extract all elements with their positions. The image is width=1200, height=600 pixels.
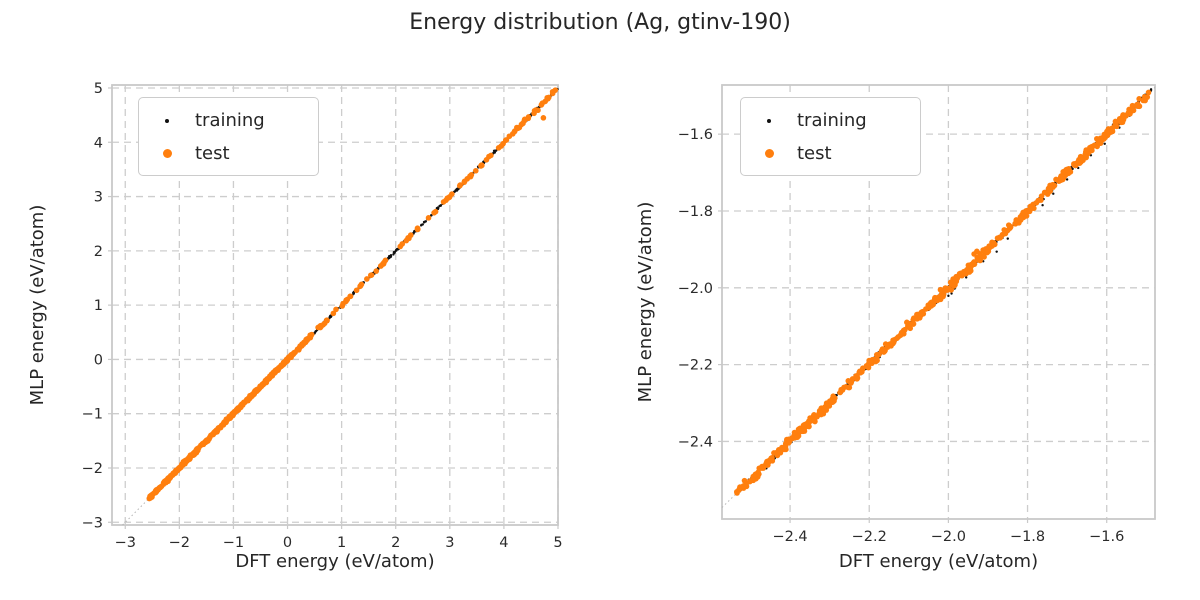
svg-text:4: 4 (499, 535, 508, 551)
training-marker-cell (139, 118, 195, 123)
svg-text:3: 3 (94, 190, 103, 206)
right-legend: training test (740, 97, 921, 176)
legend-label-test: test (797, 143, 832, 164)
svg-text:−2.4: −2.4 (678, 434, 713, 450)
svg-text:−1: −1 (223, 535, 244, 551)
svg-text:−3: −3 (115, 535, 136, 551)
legend-label-test: test (195, 143, 230, 164)
training-marker-cell (741, 118, 797, 123)
svg-text:1: 1 (94, 298, 103, 314)
test-marker-cell (741, 149, 797, 158)
legend-label-training: training (797, 110, 867, 131)
left-test-points (146, 87, 559, 502)
legend-item-test: test (139, 137, 318, 170)
svg-text:−2.0: −2.0 (678, 281, 713, 297)
svg-text:−2.4: −2.4 (772, 529, 807, 545)
left-tick-labels: −3 −2 −1 0 1 2 3 4 5 −3 −2 −1 0 1 2 3 4 5 (82, 81, 563, 551)
figure-title: Energy distribution (Ag, gtinv-190) (409, 10, 791, 35)
svg-text:−1.8: −1.8 (678, 204, 713, 220)
svg-text:−2.2: −2.2 (678, 358, 713, 374)
svg-text:−2.0: −2.0 (931, 529, 966, 545)
svg-text:−3: −3 (82, 515, 103, 531)
test-marker-icon (764, 149, 774, 158)
svg-text:2: 2 (94, 244, 103, 260)
right-tick-labels: −2.4 −2.2 −2.0 −1.8 −1.6 −1.6 −1.8 −2.0 −2.2 −2.4 (678, 127, 1125, 545)
legend-item-training: training (741, 104, 920, 137)
svg-text:−2.2: −2.2 (852, 529, 887, 545)
left-legend: training test (138, 97, 319, 176)
legend-item-training: training (139, 104, 318, 137)
training-marker-icon (165, 118, 169, 123)
right-test-points (733, 89, 1152, 496)
svg-text:−2: −2 (169, 535, 190, 551)
legend-item-test: test (741, 137, 920, 170)
left-xaxis-label: DFT energy (eV/atom) (235, 551, 435, 572)
svg-text:2: 2 (391, 535, 400, 551)
svg-text:−1.8: −1.8 (1010, 529, 1045, 545)
svg-text:−1: −1 (82, 407, 103, 423)
svg-text:−1.6: −1.6 (1089, 529, 1124, 545)
training-marker-icon (767, 118, 771, 123)
svg-text:5: 5 (94, 81, 103, 97)
svg-text:−1.6: −1.6 (678, 127, 713, 143)
right-axes-frame (721, 84, 1156, 520)
test-marker-icon (162, 149, 172, 158)
svg-text:5: 5 (553, 535, 562, 551)
svg-text:0: 0 (283, 535, 292, 551)
legend-label-training: training (195, 110, 265, 131)
test-marker-cell (139, 149, 195, 158)
svg-text:0: 0 (94, 352, 103, 368)
svg-text:3: 3 (445, 535, 454, 551)
right-yaxis-label: MLP energy (eV/atom) (635, 201, 656, 403)
svg-text:4: 4 (94, 135, 103, 151)
right-xaxis-label: DFT energy (eV/atom) (838, 551, 1039, 572)
left-yaxis-label: MLP energy (eV/atom) (27, 204, 48, 406)
svg-text:1: 1 (337, 535, 346, 551)
svg-text:−2: −2 (82, 461, 103, 477)
